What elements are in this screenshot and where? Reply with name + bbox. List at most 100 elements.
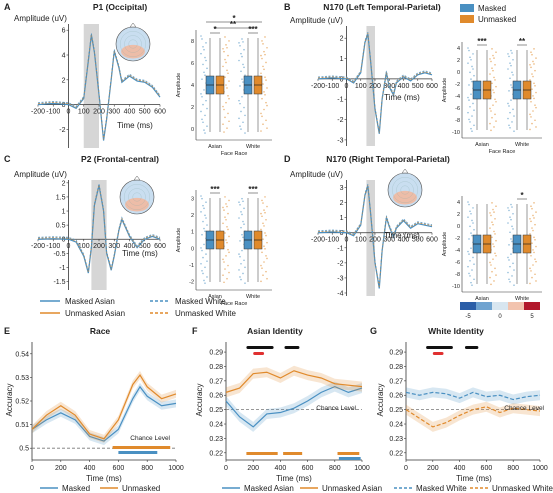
- box-point-D: [489, 227, 491, 229]
- box-y-tick-label-B: -4: [455, 94, 460, 100]
- x-tick-label-G: 1000: [532, 465, 548, 472]
- box-point-A: [203, 71, 205, 74]
- box-point-D: [467, 265, 469, 268]
- box-y-tick-label-D: 4: [457, 200, 460, 206]
- box-point-C: [266, 257, 268, 260]
- box-point-C: [265, 270, 267, 273]
- box-point-A: [228, 97, 230, 100]
- y-tick-label-C: 1: [62, 209, 66, 216]
- box-point-A: [265, 101, 267, 104]
- box-point-C: [239, 276, 241, 278]
- legend-swatch-unmasked: [460, 15, 474, 23]
- box-point-C: [244, 266, 246, 269]
- box-point-A: [262, 83, 264, 85]
- erp-window-D: [366, 180, 375, 296]
- x-tick-label-C: 0: [67, 243, 71, 250]
- box-point-A: [243, 106, 245, 109]
- box-point-A: [200, 110, 202, 113]
- x-tick-label-B: -200: [311, 83, 325, 90]
- box-point-C: [201, 233, 203, 236]
- box-point-A: [226, 69, 228, 72]
- box-point-C: [223, 209, 225, 211]
- box-point-A: [260, 72, 262, 75]
- box-x-label-C: Face Race: [221, 301, 248, 307]
- box-point-D: [513, 284, 515, 286]
- x-tick-label-E: 200: [55, 465, 67, 472]
- chance-label-G: Chance Level: [504, 405, 544, 412]
- box-point-A: [204, 114, 206, 117]
- y-tick-label-A: -2: [59, 127, 65, 134]
- box-y-tick-label-B: -10: [452, 130, 460, 136]
- series-line-C-dup1: [37, 184, 161, 273]
- y-tick-label-B: 1: [340, 56, 344, 63]
- x-tick-label-A: -200: [31, 109, 45, 116]
- box-point-B: [493, 91, 495, 94]
- y-tick-label-B: -1: [337, 97, 343, 104]
- box-point-A: [242, 63, 244, 66]
- box-point-D: [495, 239, 497, 242]
- box-point-B: [492, 54, 494, 57]
- box-point-D: [492, 243, 494, 245]
- erp-window-C: [91, 180, 107, 290]
- box-y-tick-label-D: 2: [457, 212, 460, 218]
- box-point-D: [489, 261, 491, 264]
- x-tick-label-F: 400: [275, 465, 287, 472]
- y-tick-label-G: 0.26: [389, 393, 403, 400]
- box-point-A: [266, 104, 268, 107]
- box-point-B: [472, 53, 474, 55]
- box-point-C: [201, 249, 203, 252]
- box-point-D: [489, 212, 491, 214]
- panel-title-A: P1 (Occipital): [93, 2, 147, 12]
- box-point-D: [467, 201, 469, 203]
- box-group-label-B: White: [515, 142, 529, 148]
- y-tick-label-D: -4: [337, 290, 343, 297]
- box-point-A: [202, 45, 204, 48]
- sig-bar-F-top-0: [246, 346, 274, 349]
- colorbar-segment: [492, 302, 508, 310]
- box-point-A: [262, 65, 264, 68]
- x-tick-label-G: 800: [507, 465, 519, 472]
- box-point-C: [202, 220, 204, 223]
- box-point-B: [491, 48, 493, 50]
- box-point-B: [530, 51, 532, 53]
- series-line-G-1: [405, 406, 541, 428]
- box-point-B: [469, 56, 471, 59]
- box-point-A: [226, 46, 228, 49]
- sig-star-C: ***: [248, 185, 258, 194]
- box-point-C: [241, 249, 243, 252]
- box-point-B: [532, 95, 534, 97]
- box-y-tick-label-D: -2: [455, 236, 460, 242]
- y-tick-label-E: 0.53: [15, 375, 29, 382]
- box-point-D: [489, 276, 491, 279]
- box-point-B: [511, 86, 513, 89]
- box-point-A: [260, 54, 262, 57]
- sig-bar-E-unmasked: [112, 446, 171, 449]
- box-point-A: [244, 74, 246, 76]
- y-tick-label-C: 2: [62, 180, 66, 187]
- box-point-B: [507, 53, 509, 55]
- legend-label-G-masked: Masked White: [416, 484, 467, 493]
- box-point-C: [201, 270, 203, 272]
- y-tick-label-F: 0.27: [209, 378, 223, 385]
- panel-title-D: N170 (Right Temporal-Parietal): [326, 154, 450, 164]
- box-point-C: [243, 259, 245, 262]
- y-tick-label-D: -3: [337, 275, 343, 282]
- legend-label-F-unmasked: Unmasked Asian: [322, 484, 382, 493]
- box-point-D: [534, 223, 536, 226]
- y-tick-label-G: 0.24: [389, 422, 403, 429]
- x-tick-label-B: 400: [398, 83, 410, 90]
- box-point-D: [469, 260, 471, 262]
- box-point-B: [469, 106, 471, 108]
- box-point-A: [223, 131, 225, 133]
- box-y-tick-label-C: 3: [191, 196, 194, 202]
- colorbar-segment: [460, 302, 476, 310]
- chance-label-E: Chance Level: [130, 435, 170, 442]
- box-point-D: [533, 236, 535, 239]
- box-point-D: [529, 218, 531, 220]
- box-point-A: [200, 52, 202, 55]
- x-axis-title-D: Time (ms): [384, 231, 420, 240]
- box-point-D: [530, 205, 532, 207]
- box-point-D: [534, 258, 536, 260]
- x-tick-label-F: 200: [247, 465, 259, 472]
- box-point-C: [203, 243, 205, 246]
